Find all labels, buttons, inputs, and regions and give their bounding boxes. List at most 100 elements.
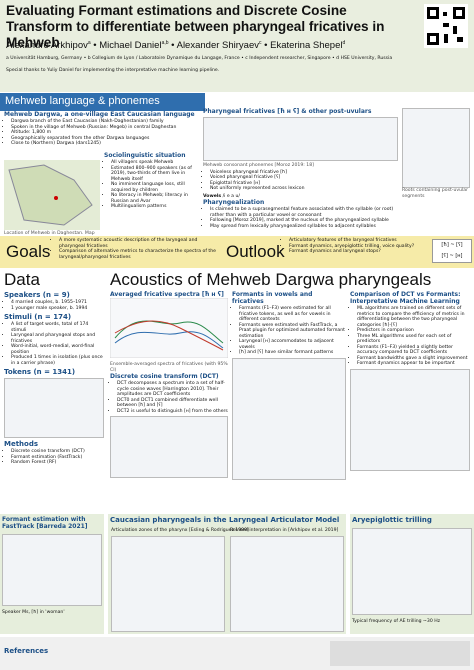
header: Evaluating Formant estimations and Discr… xyxy=(0,0,474,92)
list: Voiceless pharyngeal fricative [ħ]Voiced… xyxy=(203,170,398,192)
item: Dargwa branch of the East Caucasian (Nak… xyxy=(11,119,199,125)
goals-band: Goals A more systematic acoustic descrip… xyxy=(0,236,474,268)
subheading: Formants in vowels and fricatives xyxy=(232,291,313,305)
list: Is claimed to be a suprasegmental featur… xyxy=(203,207,398,229)
list: 4 married couples, b. 1955–19711 younger… xyxy=(4,300,104,311)
item: A list of target words, total of 174 sti… xyxy=(11,322,104,333)
item: Formant estimation (FastTrack) xyxy=(11,455,104,461)
fasttrack-figure xyxy=(2,534,102,606)
item: Not uniformly represented across lexicon xyxy=(210,186,398,192)
item: Formants were estimated with FastTrack, … xyxy=(239,323,346,340)
author: Michael Daniel xyxy=(99,40,162,52)
acoustics-col1: Averaged fricative spectra [ħ ʜ ʕ] Ensem… xyxy=(109,291,229,479)
acoustics-col2: Formants in vowels and fricatives Forman… xyxy=(232,291,346,480)
item: [ʕ] ~ [ʜ] xyxy=(441,253,463,259)
thanks: Special thanks to Yuliy Daniel for imple… xyxy=(6,68,220,73)
item: All villagers speak Mehweb xyxy=(111,160,200,166)
label: Vowels xyxy=(203,193,222,199)
subheading: Comparison of DCT vs Formants: Interpret… xyxy=(350,291,461,305)
data: Speakers (n = 9) 4 married couples, b. 1… xyxy=(4,291,104,468)
list: A more systematic acoustic description o… xyxy=(52,238,224,260)
item: Voiced pharyngeal fricative [ʕ] xyxy=(210,175,398,181)
lam: Caucasian pharyngeals in the Laryngeal A… xyxy=(108,514,346,634)
fasttrack: Formant estimation with FastTrack [Barre… xyxy=(0,514,104,634)
item: Epiglottal fricative [ʜ] xyxy=(210,181,398,187)
item: Formant dynamics, aryepiglottic trilling… xyxy=(289,244,434,250)
item: 4 married couples, b. 1955–1971 xyxy=(11,300,104,306)
item: Predictors in comparison xyxy=(357,328,470,334)
side: Roots containing post-uvular segments xyxy=(402,108,470,199)
roots-table xyxy=(402,108,470,188)
subheading: Averaged fricative spectra [ħ ʜ ʕ] xyxy=(110,291,224,298)
item: Formant bandwidths gave a slight improve… xyxy=(357,356,470,362)
item: Geographically separated from the other … xyxy=(11,136,199,142)
data-heading: Data xyxy=(4,270,40,289)
item: May spread from lexically pharyngealized… xyxy=(210,224,398,230)
goals-heading: Goals xyxy=(6,242,51,261)
subheading: Stimuli (n = 174) xyxy=(4,313,72,321)
author: Alexander Shiryaev xyxy=(176,40,259,52)
item: Is claimed to be a suprasegmental featur… xyxy=(210,207,398,218)
lam-table xyxy=(230,536,344,632)
dct-figure xyxy=(110,416,228,479)
author: Alexandre Arkhipov xyxy=(6,40,88,52)
ml-figure xyxy=(350,368,470,471)
box: [ħ] ~ [ʕ] [ʕ] ~ [ʜ] xyxy=(432,239,472,263)
subheading: Tokens (n = 1341) xyxy=(4,368,76,376)
text: /i e a u/ xyxy=(222,193,240,199)
caption: Revised interpretation in [Arkhipov et a… xyxy=(230,528,339,533)
list: A list of target words, total of 174 sti… xyxy=(4,322,104,366)
list: Discrete cosine transform (DCT)Formant e… xyxy=(4,449,104,466)
subheading: Pharyngealization xyxy=(203,199,265,207)
item: DCT0 and DCT1 combined differentiate wel… xyxy=(117,398,228,409)
subheading: Aryepiglottic trilling xyxy=(352,516,432,524)
qr-code xyxy=(424,4,468,48)
subheading: Pharyngeal fricatives [ħ ʜ ʕ] & other po… xyxy=(203,108,372,115)
trill-figure xyxy=(352,528,472,615)
item: Voiceless pharyngeal fricative [ħ] xyxy=(210,170,398,176)
socio: Sociolinguistic situation All villagers … xyxy=(104,152,200,212)
item: Laryngeal [ʜ] accommodates to adjacent v… xyxy=(239,339,346,350)
authors: Alexandre Arkhipova • Michael Daniela,b … xyxy=(6,40,346,52)
subheading: References xyxy=(4,647,49,655)
list: ML algorithms are trained on different s… xyxy=(350,306,470,367)
item: A more systematic acoustic description o… xyxy=(59,238,224,249)
map xyxy=(4,160,100,230)
subheading: Mehweb Dargwa, a one-village East Caucas… xyxy=(4,111,195,118)
list: Articulatory features of the laryngeal f… xyxy=(282,238,434,255)
item: DCT2 is useful to distinguish [ʜ] from t… xyxy=(117,409,228,415)
caption: Ensemble-averaged spectra of fricatives … xyxy=(110,362,228,373)
subheading: Methods xyxy=(4,440,39,448)
item: Formant dynamics appear to be important xyxy=(357,361,470,367)
section-heading: Mehweb language & phonemes xyxy=(0,93,205,111)
acoustics-heading: Acoustics of Mehweb Dargwa pharyngeals xyxy=(110,270,432,289)
pharyngeal: Pharyngeal fricatives [ħ ʜ ʕ] & other po… xyxy=(203,108,398,231)
title: Evaluating Formant estimations and Discr… xyxy=(6,3,385,50)
item: Random Forest (RF) xyxy=(11,460,104,466)
item: Comparison of alternative metrics to cha… xyxy=(59,249,224,260)
caption: Mehweb consonant phonemes [Moroz 2019: 1… xyxy=(203,163,314,168)
item: Word-initial, word-medial, word-final po… xyxy=(11,344,104,355)
item: Multilingualism patterns xyxy=(111,204,200,210)
caption: Typical frequency of AE trilling ~30 Hz xyxy=(352,619,441,624)
caption: Articulation zones of the pharynx [Eslin… xyxy=(111,528,249,533)
affiliation-mark: a,b xyxy=(161,40,169,46)
list: All villagers speak MehwebEstimated 800–… xyxy=(104,160,200,210)
list: DCT decomposes a spectrum into a set of … xyxy=(110,381,228,414)
item: DCT decomposes a spectrum into a set of … xyxy=(117,381,228,398)
phoneme-table xyxy=(203,117,398,161)
item: No literacy in Mehweb; literacy in Russi… xyxy=(111,193,200,204)
subheading: Formant estimation with FastTrack [Barre… xyxy=(2,516,88,530)
caption: Speaker Ms, [ħ] in 'woman' xyxy=(2,610,65,615)
item: Altitude: 1,800 m xyxy=(11,130,199,136)
outlook-heading: Outlook xyxy=(226,242,285,261)
subheading: Speakers (n = 9) xyxy=(4,291,70,299)
item: [ħ] and [ʕ] have similar formant pattern… xyxy=(239,350,346,356)
references: References xyxy=(0,637,474,670)
item: Formant dynamics and laryngeal stops? xyxy=(289,249,434,255)
item: Discrete cosine transform (DCT) xyxy=(11,449,104,455)
acoustics-col3: Comparison of DCT vs Formants: Interpret… xyxy=(350,291,470,471)
subheading: Sociolinguistic situation xyxy=(104,152,186,159)
item: Estimated 800–900 speakers (as of 2019),… xyxy=(111,166,200,183)
